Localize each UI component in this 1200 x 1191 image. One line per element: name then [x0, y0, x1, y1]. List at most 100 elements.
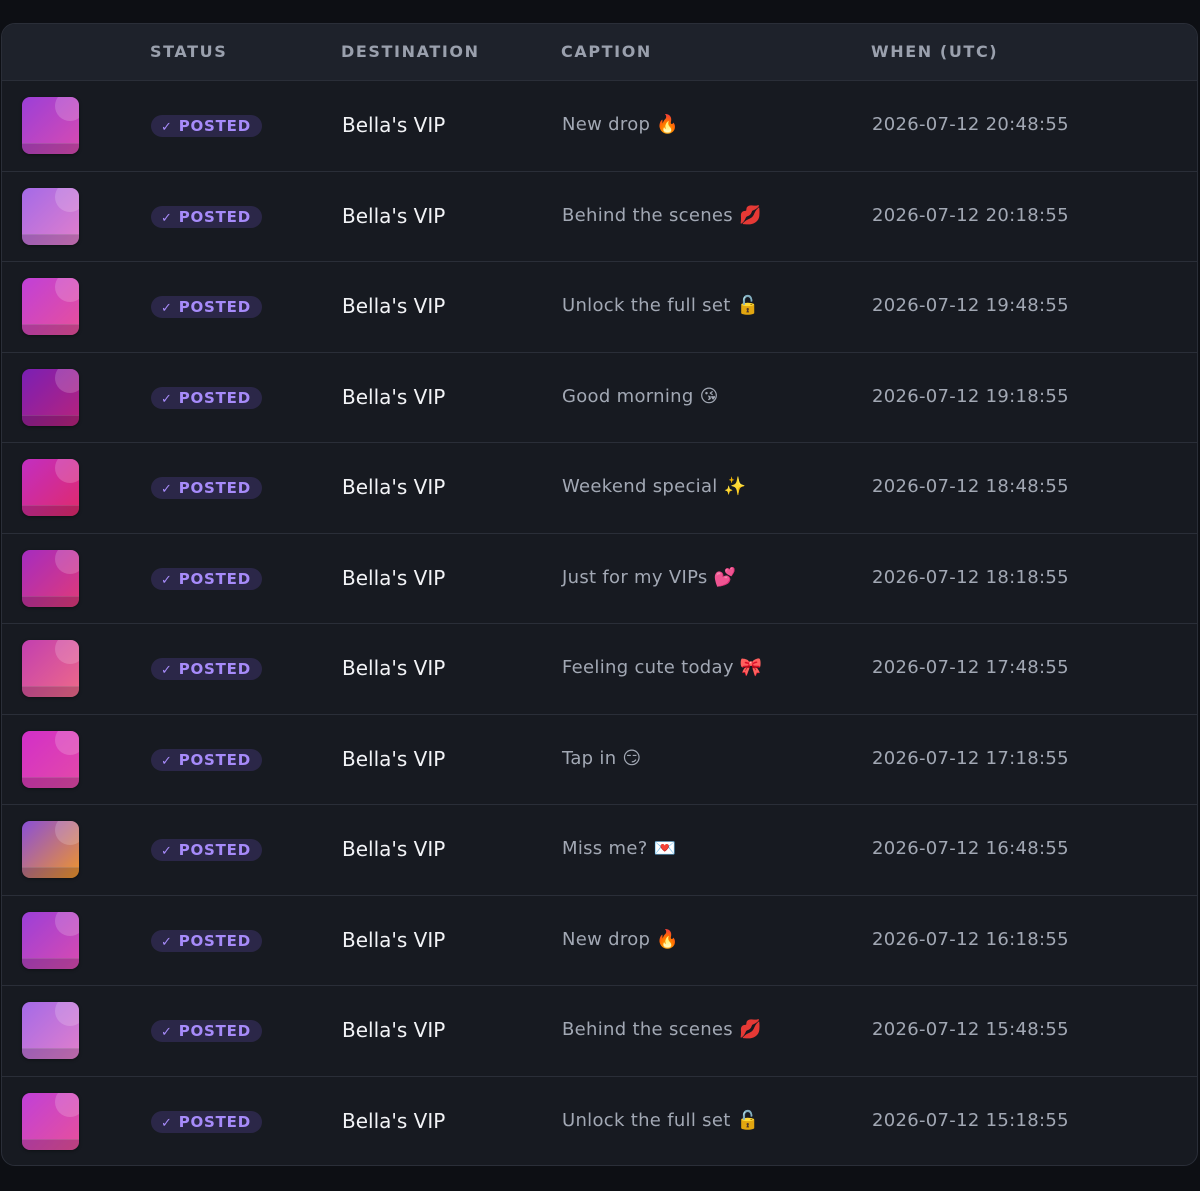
table-row[interactable]: ✓ POSTED Bella's VIP Unlock the full set 🔓 2…	[2, 262, 1197, 353]
timestamp: 2026-07-12 17:48:55	[872, 657, 1069, 678]
status-badge: ✓ POSTED	[151, 386, 262, 409]
post-thumbnail[interactable]	[22, 278, 79, 335]
thumbnail-band	[22, 867, 79, 878]
table-row[interactable]: ✓ POSTED Bella's VIP Feeling cute today 🎀 20…	[2, 624, 1197, 715]
thumbnail-highlight	[55, 97, 79, 121]
check-icon: ✓	[161, 934, 173, 950]
status-label: POSTED	[178, 117, 251, 135]
thumbnail-highlight	[55, 1002, 79, 1026]
timestamp: 2026-07-12 15:18:55	[872, 1109, 1069, 1131]
caption-text: Unlock the full set 🔓	[562, 295, 760, 316]
thumbnail-highlight	[55, 459, 79, 483]
status-badge: ✓ POSTED	[151, 205, 262, 228]
status-label: POSTED	[178, 660, 251, 678]
check-icon: ✓	[161, 663, 173, 678]
caption-text: Behind the scenes 💋	[562, 204, 762, 226]
thumbnail-band	[22, 957, 79, 969]
thumbnail-band	[22, 1048, 79, 1059]
destination-name: Bella's VIP	[342, 656, 446, 680]
check-icon: ✓	[161, 301, 173, 316]
thumbnail-band	[22, 776, 79, 788]
thumbnail-highlight	[55, 640, 79, 664]
thumbnail-highlight	[55, 278, 79, 302]
destination-name: Bella's VIP	[342, 746, 446, 771]
table-row[interactable]: ✓ POSTED Bella's VIP Miss me? 💌 2026-07-12 1…	[2, 805, 1197, 896]
post-thumbnail[interactable]	[22, 1092, 79, 1150]
header-destination[interactable]: DESTINATION	[341, 42, 480, 61]
status-label: POSTED	[178, 388, 251, 407]
table-row[interactable]: ✓ POSTED Bella's VIP Unlock the full set 🔓 2…	[2, 1077, 1197, 1166]
thumbnail-band	[22, 233, 79, 245]
table-row[interactable]: ✓ POSTED Bella's VIP Just for my VIPs 💕 2026…	[2, 534, 1197, 624]
caption-text: New drop 🔥	[562, 928, 679, 950]
timestamp: 2026-07-12 19:48:55	[872, 295, 1069, 316]
posts-table: STATUS DESTINATION CAPTION WHEN (UTC) ✓ P…	[1, 23, 1198, 1166]
post-thumbnail[interactable]	[22, 911, 79, 969]
status-badge: ✓ POSTED	[151, 1020, 262, 1042]
header-caption[interactable]: CAPTION	[561, 42, 652, 61]
thumbnail-highlight	[55, 911, 79, 936]
thumbnail-band	[22, 1138, 79, 1150]
table-row[interactable]: ✓ POSTED Bella's VIP Behind the scenes 💋 202…	[2, 172, 1197, 262]
post-thumbnail[interactable]	[22, 1002, 79, 1059]
post-thumbnail[interactable]	[22, 97, 79, 154]
status-badge: ✓ POSTED	[151, 839, 262, 861]
status-label: POSTED	[178, 207, 251, 226]
status-label: POSTED	[178, 1112, 251, 1131]
post-thumbnail[interactable]	[22, 821, 79, 878]
check-icon: ✓	[161, 844, 173, 859]
destination-name: Bella's VIP	[342, 927, 446, 952]
caption-text: Feeling cute today 🎀	[562, 657, 763, 678]
destination-name: Bella's VIP	[342, 203, 446, 228]
header-status[interactable]: STATUS	[150, 42, 228, 61]
post-thumbnail[interactable]	[22, 730, 79, 788]
status-label: POSTED	[178, 841, 251, 859]
check-icon: ✓	[161, 120, 173, 135]
header-when[interactable]: WHEN (UTC)	[871, 42, 999, 61]
post-thumbnail[interactable]	[22, 368, 79, 426]
table-row[interactable]: ✓ POSTED Bella's VIP New drop 🔥 2026-07-12 1…	[2, 896, 1197, 986]
check-icon: ✓	[161, 1115, 173, 1131]
post-thumbnail[interactable]	[22, 187, 79, 245]
status-badge: ✓ POSTED	[151, 748, 262, 771]
caption-text: Behind the scenes 💋	[562, 1019, 762, 1040]
check-icon: ✓	[161, 1025, 173, 1040]
thumbnail-band	[22, 505, 79, 516]
status-label: POSTED	[178, 569, 251, 588]
destination-name: Bella's VIP	[342, 1018, 446, 1042]
thumbnail-band	[22, 143, 79, 154]
table-row[interactable]: ✓ POSTED Bella's VIP New drop 🔥 2026-07-12 2…	[2, 81, 1197, 172]
destination-name: Bella's VIP	[342, 1108, 446, 1133]
status-badge: ✓ POSTED	[151, 296, 262, 318]
destination-name: Bella's VIP	[342, 475, 446, 499]
caption-text: Good morning 😘	[562, 385, 719, 407]
status-badge: ✓ POSTED	[151, 929, 262, 952]
destination-name: Bella's VIP	[342, 113, 446, 137]
thumbnail-highlight	[55, 187, 79, 212]
caption-text: Tap in 😏	[562, 747, 642, 769]
post-thumbnail[interactable]	[22, 549, 79, 607]
table-row[interactable]: ✓ POSTED Bella's VIP Behind the scenes 💋 202…	[2, 986, 1197, 1077]
check-icon: ✓	[161, 753, 173, 769]
caption-text: Just for my VIPs 💕	[562, 566, 737, 588]
table-row[interactable]: ✓ POSTED Bella's VIP Weekend special ✨ 2026-…	[2, 443, 1197, 534]
status-label: POSTED	[178, 931, 251, 950]
table-body: ✓ POSTED Bella's VIP New drop 🔥 2026-07-12 2…	[2, 81, 1197, 1166]
destination-name: Bella's VIP	[342, 294, 446, 318]
check-icon: ✓	[161, 572, 173, 588]
status-badge: ✓ POSTED	[151, 658, 262, 680]
thumbnail-highlight	[55, 368, 79, 393]
table-row[interactable]: ✓ POSTED Bella's VIP Good morning 😘 2026-07-…	[2, 353, 1197, 443]
thumbnail-highlight	[55, 730, 79, 755]
thumbnail-band	[22, 324, 79, 335]
table-row[interactable]: ✓ POSTED Bella's VIP Tap in 😏 2026-07-12 17:…	[2, 715, 1197, 805]
destination-name: Bella's VIP	[342, 837, 446, 861]
post-thumbnail[interactable]	[22, 640, 79, 697]
status-badge: ✓ POSTED	[151, 115, 262, 137]
caption-text: New drop 🔥	[562, 114, 679, 135]
timestamp: 2026-07-12 20:18:55	[872, 204, 1069, 226]
post-thumbnail[interactable]	[22, 459, 79, 516]
status-label: POSTED	[178, 479, 251, 497]
check-icon: ✓	[161, 482, 173, 497]
timestamp: 2026-07-12 17:18:55	[872, 747, 1069, 769]
